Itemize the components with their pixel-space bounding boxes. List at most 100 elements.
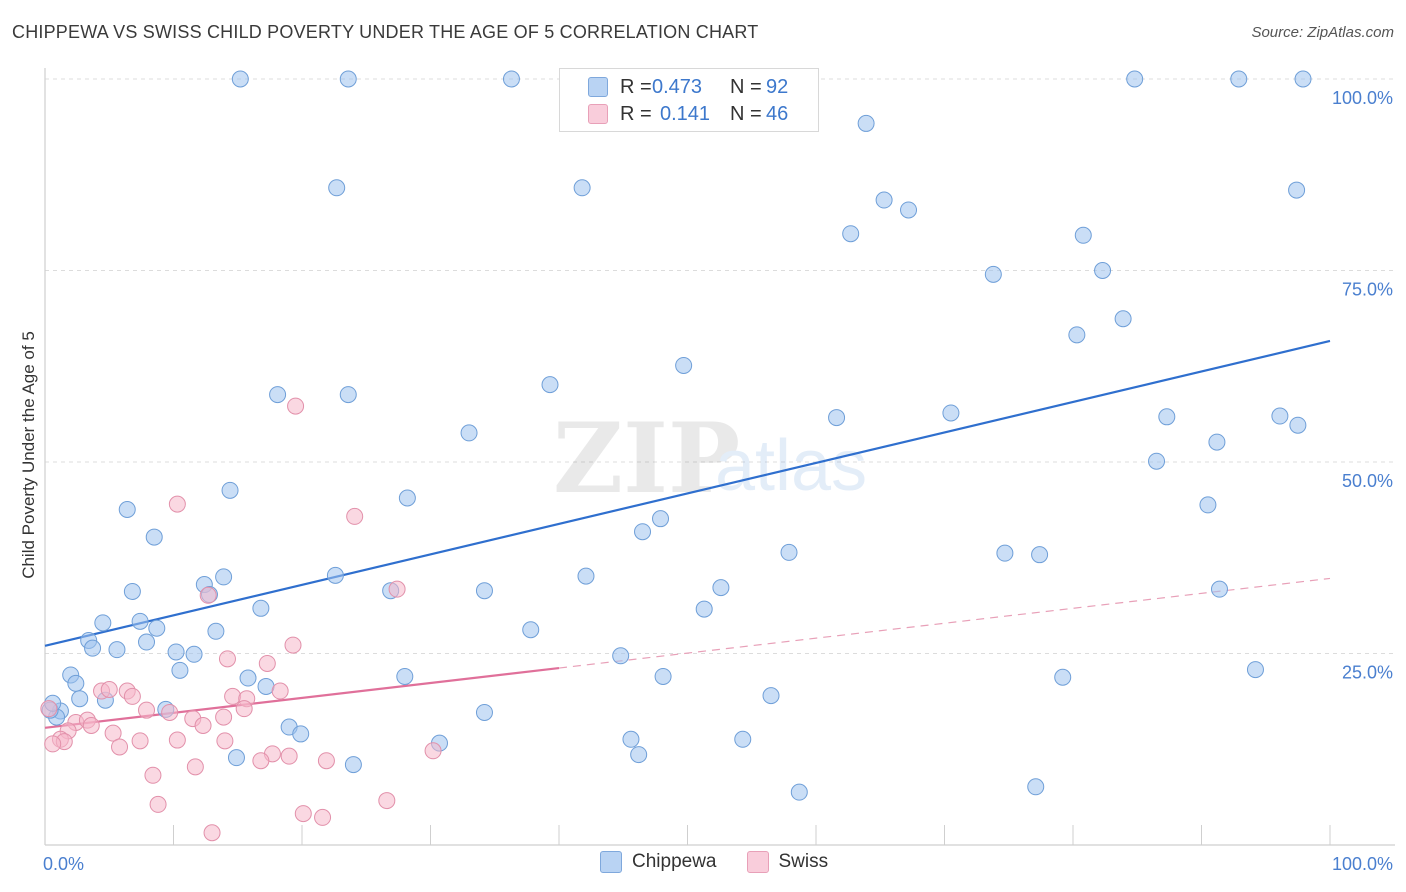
- watermark: ZIP atlas: [553, 402, 867, 515]
- swiss-point: [100, 681, 118, 699]
- chippewa-point: [215, 568, 233, 586]
- chippewa-point: [67, 674, 85, 692]
- chippewa-point: [996, 544, 1014, 562]
- chippewa-point: [1114, 310, 1132, 328]
- chippewa-point: [344, 756, 362, 774]
- chippewa-point: [292, 725, 310, 743]
- chippewa-point: [1158, 408, 1176, 426]
- chippewa-point: [762, 687, 780, 705]
- chippewa-point: [131, 612, 149, 630]
- swiss-trend-extension: [558, 577, 1331, 669]
- bottom-legend: Chippewa Swiss: [600, 851, 858, 873]
- chippewa-point: [1210, 580, 1228, 598]
- chippewa-point: [227, 749, 245, 767]
- chippewa-point: [1094, 262, 1112, 279]
- legend-swatch-swiss: [588, 104, 608, 124]
- chippewa-point: [790, 783, 808, 801]
- watermark-zip: ZIP: [553, 402, 740, 515]
- chippewa-point: [239, 669, 257, 687]
- chippewa-point: [398, 489, 416, 507]
- chippewa-point: [185, 645, 203, 663]
- swiss-trend-line: [44, 666, 560, 729]
- swiss-point: [294, 805, 312, 823]
- chippewa-point: [502, 70, 520, 88]
- bottom-legend-label-swiss: Swiss: [778, 851, 829, 872]
- swiss-point: [161, 703, 179, 721]
- chippewa-point: [328, 179, 346, 197]
- chart-title: CHIPPEWA VS SWISS CHILD POVERTY UNDER TH…: [12, 22, 759, 42]
- x-tick-label: 0.0%: [43, 854, 84, 874]
- chippewa-point: [828, 409, 846, 427]
- chippewa-point: [1199, 496, 1217, 514]
- chippewa-point: [108, 641, 126, 659]
- chippewa-point: [475, 703, 493, 721]
- swiss-point: [224, 687, 242, 705]
- chippewa-point: [123, 582, 141, 600]
- swiss-point: [40, 700, 58, 718]
- chippewa-point: [695, 600, 713, 618]
- chippewa-point: [1068, 326, 1086, 344]
- chippewa-point: [712, 579, 730, 597]
- legend: R = 0.473 N = 92 R = 0.141 N = 46: [559, 68, 819, 132]
- chippewa-point: [475, 582, 493, 600]
- chippewa-point: [1289, 416, 1307, 434]
- swiss-point: [149, 795, 167, 813]
- chippewa-point: [942, 404, 960, 422]
- swiss-point: [284, 636, 302, 654]
- chippewa-point: [875, 191, 893, 209]
- swiss-point: [235, 700, 253, 718]
- chippewa-point: [984, 265, 1002, 283]
- swiss-point: [258, 654, 276, 672]
- swiss-point: [280, 747, 298, 765]
- chippewa-point: [207, 622, 225, 640]
- watermark-atlas: atlas: [715, 426, 867, 506]
- chippewa-point: [780, 543, 798, 561]
- swiss-point: [82, 717, 100, 735]
- data-points: [40, 70, 1312, 842]
- chippewa-point: [339, 70, 357, 88]
- swiss-point: [199, 586, 217, 604]
- chippewa-point: [171, 661, 189, 679]
- swiss-point: [215, 708, 233, 726]
- y-tick-label: 75.0%: [1342, 280, 1393, 300]
- chippewa-point: [900, 201, 918, 219]
- chippewa-point: [269, 386, 287, 404]
- chippewa-point: [460, 424, 478, 442]
- swiss-point: [104, 724, 122, 742]
- swiss-point: [378, 792, 396, 810]
- chippewa-point: [630, 746, 648, 764]
- legend-r-label: R =: [620, 75, 652, 98]
- chippewa-point: [1027, 778, 1045, 796]
- legend-r-value: 0.473: [652, 75, 703, 98]
- chippewa-point: [541, 376, 559, 394]
- chippewa-point: [339, 386, 357, 404]
- swiss-point: [44, 735, 62, 753]
- chippewa-point: [842, 225, 860, 243]
- swiss-point: [287, 397, 305, 415]
- chippewa-point: [734, 730, 752, 748]
- chippewa-point: [573, 179, 591, 197]
- legend-n-label: N =: [730, 102, 762, 125]
- swiss-point: [111, 738, 129, 756]
- legend-n-value: 46: [766, 102, 789, 125]
- chippewa-point: [654, 667, 672, 685]
- bottom-legend-chippewa: Chippewa: [600, 851, 717, 873]
- swiss-point: [138, 701, 156, 719]
- chippewa-point: [221, 481, 239, 499]
- swiss-point: [216, 732, 234, 750]
- bottom-legend-label-chippewa: Chippewa: [632, 851, 717, 872]
- chippewa-point: [1288, 181, 1306, 199]
- legend-r-label: R =: [620, 102, 652, 125]
- chippewa-point: [1246, 661, 1264, 679]
- tick-labels: 25.0% 50.0% 75.0% 100.0% 0.0% 100.0%: [43, 88, 1393, 874]
- legend-row-swiss: R = 0.141 N = 46: [560, 101, 788, 127]
- y-tick-label: 100.0%: [1332, 88, 1393, 108]
- swiss-point: [186, 758, 204, 776]
- chippewa-point: [396, 667, 414, 685]
- chippewa-point: [1126, 70, 1144, 88]
- chippewa-point: [1294, 70, 1312, 88]
- swiss-point: [252, 752, 270, 770]
- chippewa-point: [1031, 546, 1049, 564]
- swiss-point: [131, 732, 149, 750]
